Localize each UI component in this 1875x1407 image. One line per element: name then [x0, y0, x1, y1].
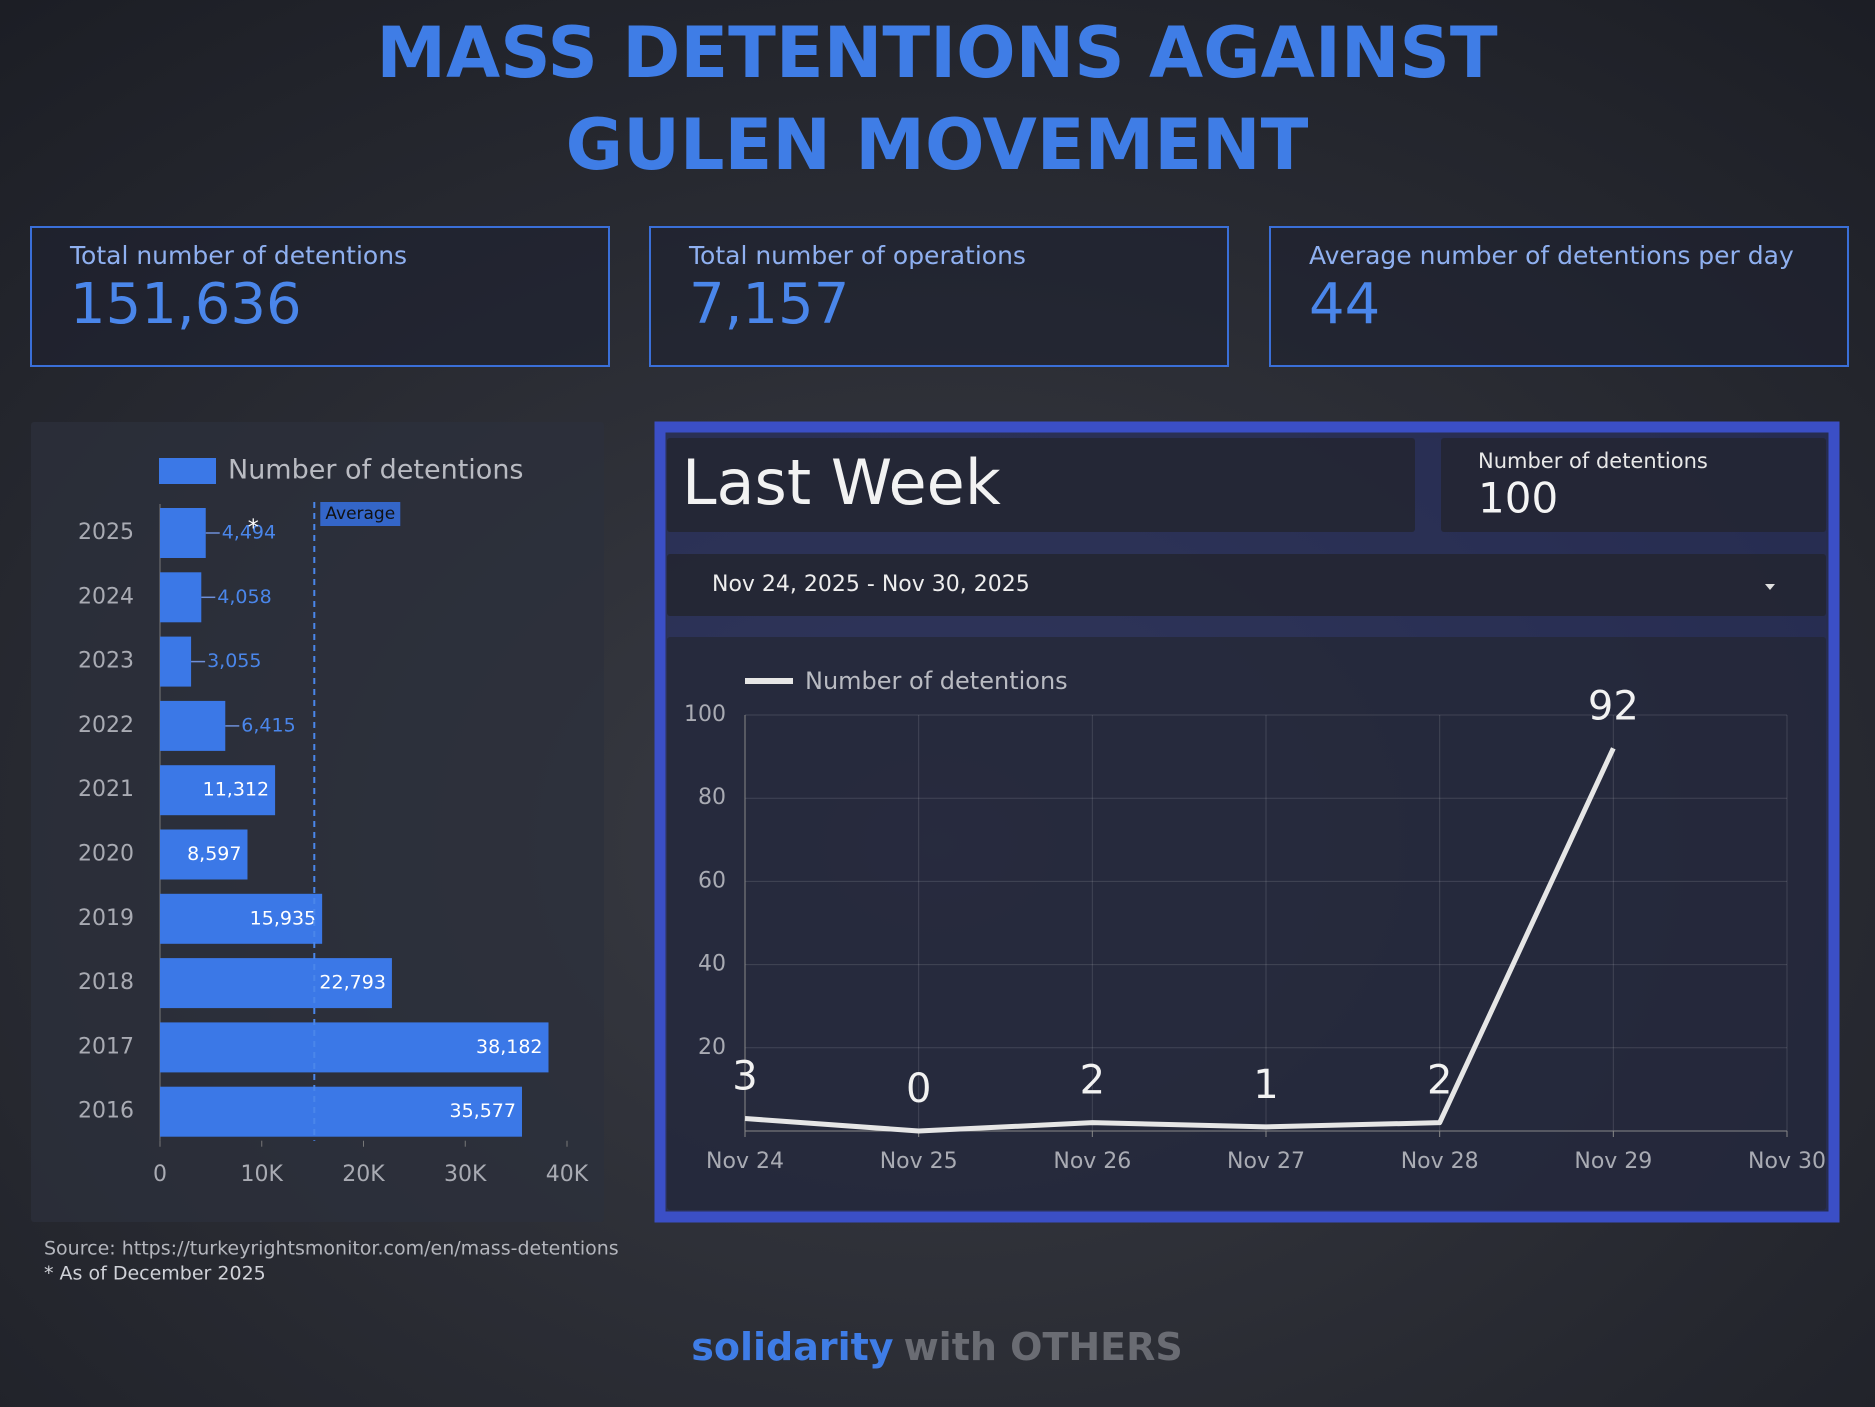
- kpi-value: 7,157: [689, 272, 849, 337]
- panel-kpi-box: [1441, 438, 1826, 532]
- y-tick-label: 2024: [78, 584, 134, 609]
- value-label: 4,058: [217, 586, 271, 608]
- panel-title: Last Week: [682, 446, 1001, 519]
- date-picker[interactable]: [667, 554, 1826, 616]
- kpi-label: Total number of detentions: [69, 241, 407, 270]
- bar: [160, 829, 248, 880]
- kpi-label: Average number of detentions per day: [1309, 241, 1794, 270]
- data-label: 3: [732, 1054, 757, 1100]
- bar: [160, 1022, 549, 1073]
- x-tick-label: 10K: [241, 1162, 284, 1187]
- bar: [160, 893, 323, 944]
- x-tick-label: 30K: [444, 1162, 487, 1187]
- y-tick-label: 2020: [78, 842, 134, 867]
- value-label: 11,312: [203, 779, 269, 801]
- data-label: 92: [1588, 683, 1639, 729]
- note: * As of December 2025: [44, 1263, 266, 1285]
- y-tick-label: 2025: [78, 520, 134, 545]
- value-label: 6,415: [241, 714, 295, 736]
- panel-kpi-value: 100: [1478, 474, 1558, 523]
- reference-label-box: [320, 502, 401, 526]
- kpi-value: 44: [1309, 272, 1380, 337]
- legend-swatch: [159, 458, 216, 484]
- y-tick-label: 2022: [78, 713, 134, 738]
- brand-part: solidarity: [691, 1325, 894, 1369]
- value-label: 3,055: [207, 650, 261, 672]
- x-tick-label: Nov 24: [706, 1149, 784, 1174]
- data-label: 0: [906, 1066, 931, 1112]
- y-tick-label: 60: [698, 868, 726, 893]
- data-label: 2: [1427, 1058, 1452, 1104]
- x-tick-label: Nov 27: [1227, 1149, 1305, 1174]
- kpi-card: [30, 226, 610, 367]
- y-tick-label: 2018: [78, 970, 134, 995]
- value-label: 8,597: [187, 843, 241, 865]
- legend-label: Number of detentions: [228, 455, 524, 486]
- y-tick-label: 2019: [78, 906, 134, 931]
- brand-part: with OTHERS: [904, 1325, 1183, 1369]
- y-tick-label: 80: [698, 785, 726, 810]
- y-tick-label: 20: [698, 1035, 726, 1060]
- x-tick-label: Nov 26: [1053, 1149, 1131, 1174]
- date-range: Nov 24, 2025 - Nov 30, 2025: [712, 572, 1030, 597]
- bar: [160, 636, 192, 687]
- x-tick-label: 0: [153, 1162, 167, 1187]
- x-tick-label: Nov 25: [880, 1149, 958, 1174]
- bar: [160, 1086, 522, 1137]
- value-label: 22,793: [319, 972, 385, 994]
- data-label: 1: [1253, 1062, 1278, 1108]
- x-tick-label: Nov 29: [1574, 1149, 1652, 1174]
- y-tick-label: 2017: [78, 1034, 134, 1059]
- bar: [160, 508, 206, 558]
- kpi-label: Total number of operations: [688, 241, 1026, 270]
- x-tick-label: 20K: [342, 1162, 385, 1187]
- bar: [160, 700, 226, 751]
- y-tick-label: 2016: [78, 1099, 134, 1124]
- bar: [160, 765, 276, 816]
- bar: [160, 958, 392, 1009]
- y-tick-label: 2023: [78, 649, 134, 674]
- x-tick-label: Nov 30: [1748, 1149, 1826, 1174]
- value-label: 15,935: [250, 907, 316, 929]
- panel-title-box: [667, 438, 1415, 532]
- dropdown-caret[interactable]: [1765, 584, 1775, 590]
- panel-kpi-label: Number of detentions: [1478, 449, 1708, 473]
- x-tick-label: 40K: [546, 1162, 589, 1187]
- title-line: MASS DETENTIONS AGAINST: [376, 12, 1497, 94]
- legend-label: Number of detentions: [805, 667, 1068, 695]
- brand: solidarity with OTHERS: [691, 1325, 1183, 1369]
- x-tick-label: Nov 28: [1401, 1149, 1479, 1174]
- source: Source: https://turkeyrightsmonitor.com/…: [44, 1238, 619, 1260]
- kpi-card: [649, 226, 1229, 367]
- kpi-value: 151,636: [70, 272, 302, 337]
- value-label: 38,182: [476, 1036, 542, 1058]
- title-line: GULEN MOVEMENT: [566, 104, 1309, 186]
- kpi-card: [1269, 226, 1849, 367]
- data-label: 2: [1080, 1058, 1105, 1104]
- line-chart-box: [667, 637, 1826, 1210]
- value-label: 4,494: [222, 522, 276, 544]
- y-tick-label: 40: [698, 952, 726, 977]
- value-label: 35,577: [450, 1100, 516, 1122]
- annotation: *: [248, 516, 259, 541]
- reference-label: Average: [325, 504, 395, 524]
- y-tick-label: 2021: [78, 777, 134, 802]
- y-tick-label: 100: [684, 702, 726, 727]
- bar: [160, 572, 202, 623]
- line: [744, 747, 1616, 1134]
